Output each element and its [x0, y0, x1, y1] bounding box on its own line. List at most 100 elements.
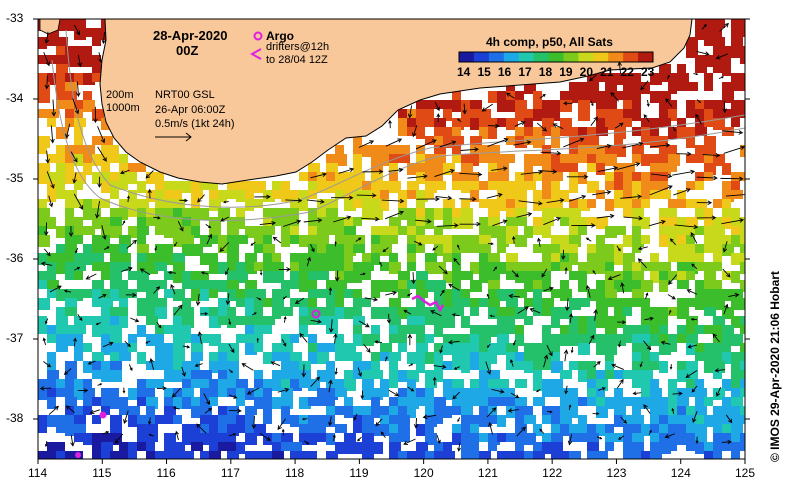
sst-cell — [659, 280, 668, 292]
sst-cell — [470, 280, 482, 292]
current-arrow — [617, 320, 627, 325]
sst-cell — [515, 406, 524, 418]
sst-cell — [587, 397, 599, 406]
sst-cell — [47, 352, 56, 361]
current-arrow — [565, 298, 570, 312]
sst-cell — [371, 199, 380, 208]
current-arrow — [486, 343, 491, 348]
sst-cell — [596, 451, 608, 459]
sst-cell — [470, 424, 479, 436]
current-arrow — [616, 378, 624, 389]
sst-cell — [560, 91, 569, 100]
sst-cell — [695, 172, 704, 184]
sst-cell — [587, 154, 599, 163]
current-arrow — [452, 391, 460, 400]
sst-cell — [200, 334, 212, 343]
lon-tick-label: 125 — [735, 466, 756, 480]
sst-cell — [560, 370, 572, 379]
sst-cell — [668, 271, 677, 280]
sst-cell — [542, 190, 551, 202]
sst-cell — [659, 145, 671, 154]
sst-cell — [506, 388, 515, 400]
sst-cell — [263, 325, 272, 334]
current-arrow — [51, 99, 57, 117]
sst-cell — [461, 118, 470, 127]
current-arrow — [648, 429, 652, 435]
sst-cell — [515, 289, 527, 298]
sst-cell — [398, 199, 407, 208]
sst-cell — [488, 370, 500, 379]
sst-cell — [38, 199, 47, 211]
sst-cell — [92, 73, 101, 82]
sst-cell — [596, 406, 608, 418]
sst-cell — [452, 424, 464, 433]
sst-cell — [659, 334, 671, 343]
sst-cell — [686, 235, 695, 244]
sst-cell — [551, 433, 563, 442]
current-arrow — [43, 248, 51, 257]
sst-cell — [731, 397, 743, 406]
sst-cell — [578, 271, 587, 280]
sst-cell — [605, 271, 614, 280]
current-arrow — [355, 237, 362, 242]
sst-cell — [272, 190, 284, 199]
current-arrow — [72, 172, 77, 184]
sst-cell — [272, 370, 281, 379]
current-arrow — [251, 415, 257, 430]
sst-cell — [416, 451, 428, 459]
sst-cell — [569, 406, 578, 418]
sst-cell — [191, 217, 200, 229]
sst-cell — [596, 145, 605, 157]
current-arrow — [251, 312, 257, 316]
sst-cell — [137, 424, 146, 436]
sst-cell — [353, 352, 362, 364]
current-arrow — [546, 410, 553, 414]
sst-cell — [641, 217, 650, 229]
sst-cell — [479, 181, 488, 190]
sst-cell — [209, 388, 221, 397]
sst-cell — [569, 136, 578, 145]
sst-cell — [533, 154, 542, 166]
current-arrow — [665, 98, 673, 107]
sst-cell — [479, 325, 491, 334]
sst-cell — [533, 244, 542, 253]
current-arrow — [270, 361, 281, 367]
sst-cell — [353, 163, 362, 172]
current-arrow — [592, 412, 600, 416]
current-arrow — [103, 246, 110, 250]
sst-cell — [74, 316, 83, 325]
sst-cell — [299, 325, 308, 337]
sst-cell — [506, 451, 518, 459]
sst-cell — [164, 442, 173, 454]
sst-cell — [389, 325, 398, 337]
sst-cell — [506, 343, 518, 352]
sst-cell — [524, 262, 533, 274]
sst-cell — [182, 451, 194, 459]
current-arrow — [439, 289, 445, 297]
sst-cell — [524, 316, 533, 325]
sst-cell — [407, 253, 416, 262]
sst-cell — [506, 208, 518, 217]
current-arrow — [716, 386, 722, 397]
sst-cell — [164, 253, 173, 265]
sst-cell — [425, 208, 434, 217]
sst-cell — [326, 343, 338, 352]
current-arrow — [101, 225, 107, 240]
sst-cell — [416, 280, 428, 289]
current-arrow — [723, 303, 729, 315]
sst-cell — [236, 388, 245, 400]
sst-cell — [686, 370, 698, 379]
sst-cell — [425, 370, 434, 382]
sst-cell — [650, 406, 662, 415]
sst-cell — [434, 208, 443, 220]
sst-cell — [461, 424, 470, 436]
sst-cell — [128, 415, 137, 427]
sst-cell — [461, 289, 470, 301]
colorbar-swatch — [518, 52, 535, 62]
sst-cell — [479, 388, 488, 397]
sst-cell — [164, 433, 176, 442]
sst-cell — [407, 262, 416, 271]
sst-cell — [101, 433, 113, 442]
sst-cell — [578, 91, 590, 100]
sst-cell — [686, 253, 695, 262]
